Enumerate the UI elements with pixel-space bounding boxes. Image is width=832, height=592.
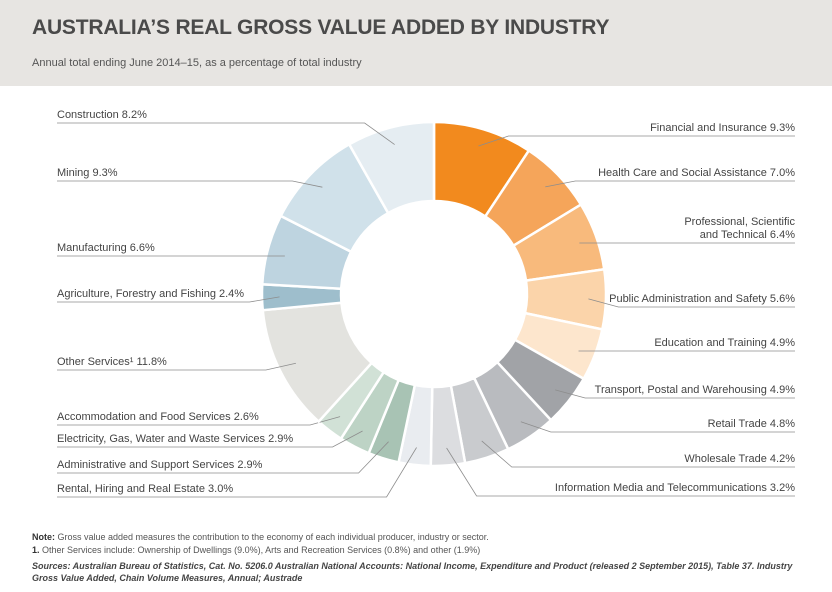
slice-construction [347, 120, 436, 215]
leader-line [57, 122, 395, 145]
slice-label: Agriculture, Forestry and Fishing 2.4% [57, 288, 244, 300]
footnote-label: 1. [32, 545, 40, 555]
leader-line [478, 135, 795, 147]
leader-line [57, 416, 341, 426]
header-band: AUSTRALIA’S REAL GROSS VALUE ADDED BY IN… [0, 0, 832, 86]
slice-label: Administrative and Support Services 2.9% [57, 459, 263, 471]
leader-line [588, 298, 795, 308]
chart-subtitle: Annual total ending June 2014–15, as a p… [32, 57, 362, 69]
slice-label: Wholesale Trade 4.2% [684, 453, 795, 465]
notes: Note: Gross value added measures the con… [32, 531, 812, 584]
slice-label: Information Media and Telecommunications… [555, 482, 795, 494]
slice-label: Professional, Scientific [684, 216, 795, 228]
note-text: Gross value added measures the contribut… [55, 532, 489, 542]
leader-line [57, 447, 417, 498]
leader-line [57, 362, 296, 371]
slice-label: Accommodation and Food Services 2.6% [57, 411, 259, 423]
slice-label: Electricity, Gas, Water and Waste Servic… [57, 433, 293, 445]
slice-label: Rental, Hiring and Real Estate 3.0% [57, 483, 233, 495]
leader-line [520, 421, 795, 433]
slice-label: Manufacturing 6.6% [57, 242, 155, 254]
leader-line [57, 296, 280, 303]
leader-line [545, 180, 795, 188]
footnote-line: 1. Other Services include: Ownership of … [32, 544, 812, 557]
slice-label: Retail Trade 4.8% [708, 418, 796, 430]
slice-label: Education and Training 4.9% [654, 337, 795, 349]
leader-line [57, 180, 323, 188]
leader-line [446, 447, 795, 497]
slice-label: and Technical 6.4% [700, 229, 795, 241]
note-label: Note: [32, 532, 55, 542]
slice-label: Health Care and Social Assistance 7.0% [598, 167, 795, 179]
slice-label: Mining 9.3% [57, 167, 118, 179]
chart-title: AUSTRALIA’S REAL GROSS VALUE ADDED BY IN… [32, 16, 610, 39]
sources: Sources: Australian Bureau of Statistics… [32, 561, 793, 583]
slice-label: Financial and Insurance 9.3% [650, 122, 795, 134]
note-line: Note: Gross value added measures the con… [32, 531, 812, 544]
leader-line [57, 430, 363, 448]
slice-label: Other Services¹ 11.8% [57, 356, 167, 368]
leader-line [57, 441, 389, 474]
slice-label: Transport, Postal and Warehousing 4.9% [595, 384, 796, 396]
footnote-text: Other Services include: Ownership of Dwe… [39, 545, 481, 555]
leader-line [481, 440, 795, 468]
slice-label: Public Administration and Safety 5.6% [609, 293, 795, 305]
slice-label: Construction 8.2% [57, 109, 147, 121]
leader-line [555, 389, 795, 399]
